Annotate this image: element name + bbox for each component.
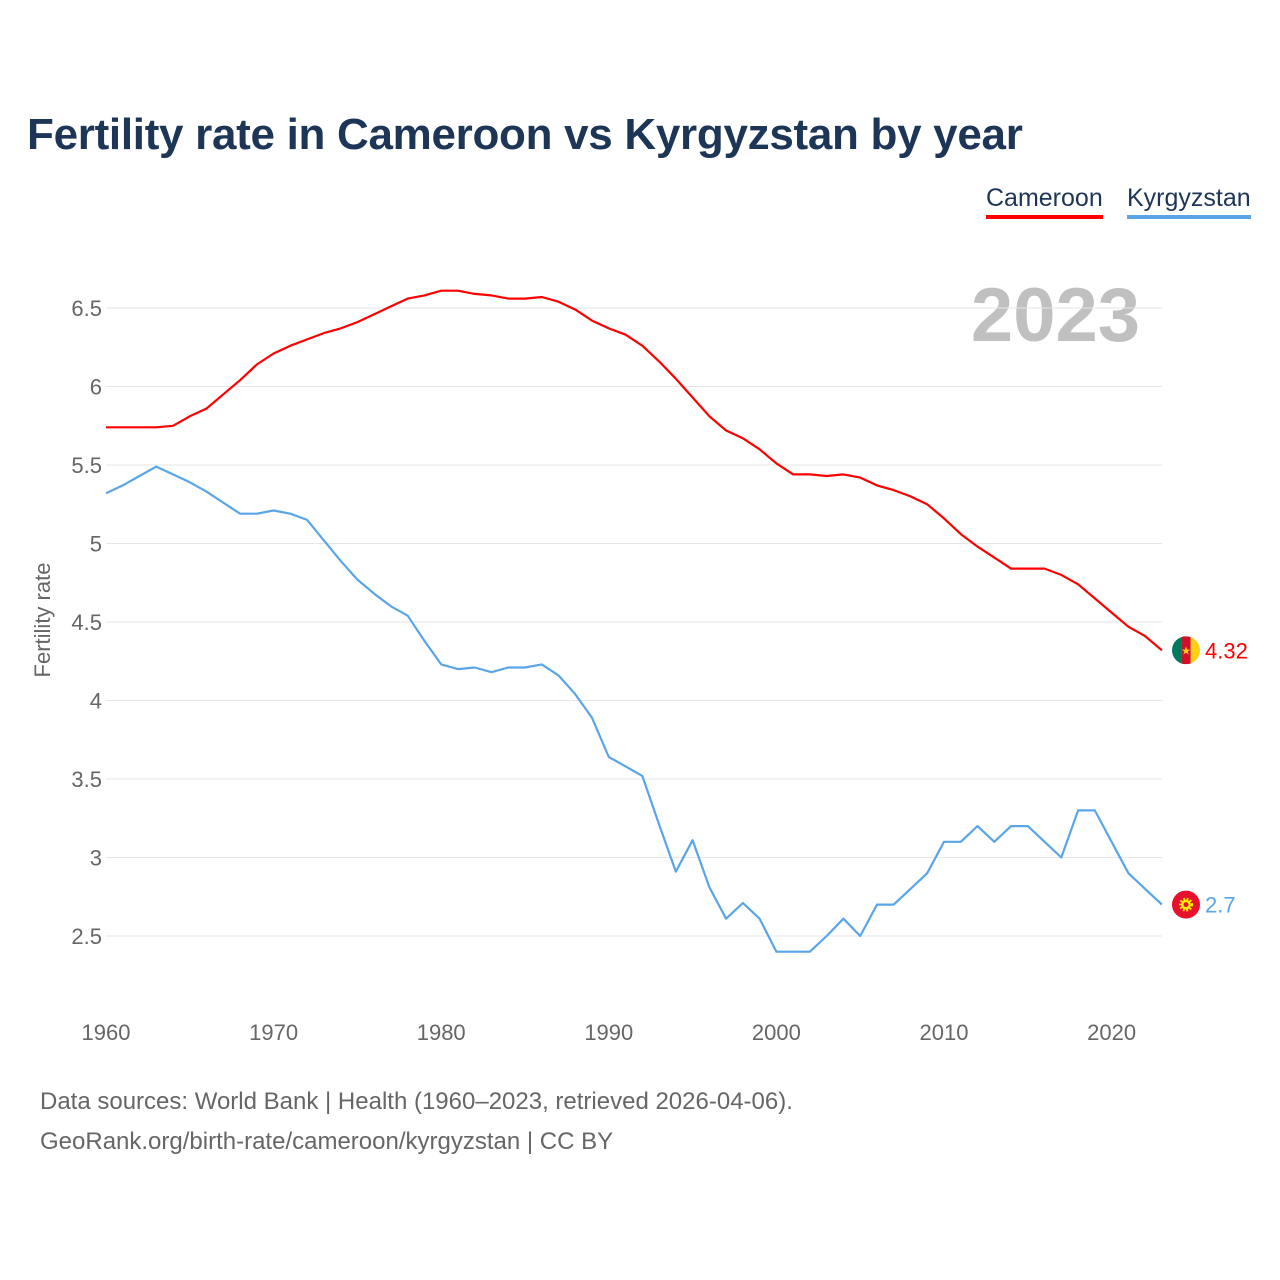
x-tick-label: 2010: [920, 1020, 969, 1045]
y-tick-label: 4: [90, 689, 102, 714]
svg-text:★: ★: [1181, 645, 1191, 657]
y-axis-label: Fertility rate: [30, 563, 55, 678]
series-line-kyrgyzstan: [105, 465, 1163, 953]
x-tick-label: 1980: [417, 1020, 466, 1045]
y-tick-label: 3.5: [71, 767, 102, 792]
x-tick-label: 2020: [1087, 1020, 1136, 1045]
cameroon-flag-icon: ★: [1172, 636, 1200, 665]
x-tick-label: 1970: [249, 1020, 298, 1045]
year-watermark: 2023: [971, 273, 1140, 358]
x-tick-label: 2000: [752, 1020, 801, 1045]
y-tick-label: 2.5: [71, 924, 102, 949]
footer-source: Data sources: World Bank | Health (1960–…: [40, 1088, 793, 1115]
y-tick-label: 5: [90, 532, 102, 557]
x-tick-label: 1960: [82, 1020, 131, 1045]
y-tick-label: 3: [90, 846, 102, 871]
series-line-cameroon: [106, 289, 1163, 652]
chart-title: Fertility rate in Cameroon vs Kyrgyzstan…: [27, 110, 1023, 159]
flag-sun-center: [1183, 902, 1189, 908]
y-tick-label: 4.5: [71, 610, 102, 635]
y-tick-label: 5.5: [71, 453, 102, 478]
y-tick-label: 6.5: [71, 296, 102, 321]
legend-item-cameroon[interactable]: Cameroon: [986, 184, 1103, 219]
x-tick-label: 1990: [584, 1020, 633, 1045]
y-tick-label: 6: [90, 375, 102, 400]
end-value-label-kyrgyzstan: 2.7: [1205, 893, 1236, 918]
legend-item-kyrgyzstan[interactable]: Kyrgyzstan: [1127, 184, 1251, 219]
end-value-label-cameroon: 4.32: [1205, 638, 1248, 663]
footer-attribution[interactable]: GeoRank.org/birth-rate/cameroon/kyrgyzst…: [40, 1128, 614, 1155]
